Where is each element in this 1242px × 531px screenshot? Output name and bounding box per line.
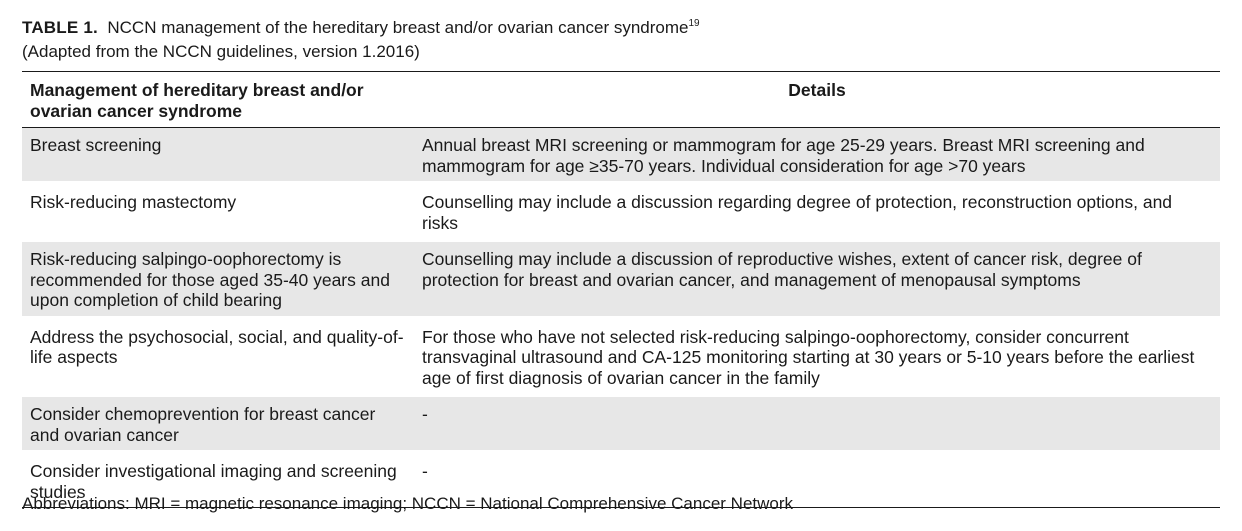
cell-details: - (414, 454, 1220, 507)
cell-management: Consider chemoprevention for breast canc… (22, 397, 414, 450)
table-row: Consider chemoprevention for breast canc… (22, 397, 1220, 450)
table-container: Management of hereditary breast and/or o… (22, 71, 1220, 508)
cell-details: Counselling may include a discussion of … (414, 242, 1220, 316)
cell-management: Address the psychosocial, social, and qu… (22, 319, 414, 393)
table-label: TABLE 1. (22, 18, 98, 37)
table-row: Risk-reducing salpingo-oophorectomy is r… (22, 242, 1220, 316)
cell-details: Counselling may include a discussion reg… (414, 185, 1220, 238)
reference-superscript: 19 (688, 18, 700, 29)
table-title-text: NCCN management of the hereditary breast… (107, 18, 689, 37)
table-header-row: Management of hereditary breast and/or o… (22, 72, 1220, 127)
cell-management: Consider investigational imaging and scr… (22, 454, 414, 507)
table-row: Breast screening Annual breast MRI scree… (22, 128, 1220, 181)
table-subtitle: (Adapted from the NCCN guidelines, versi… (22, 42, 420, 61)
table-top-rule (22, 71, 1220, 72)
header-details: Details (788, 80, 846, 100)
table-caption: TABLE 1. NCCN management of the heredita… (22, 12, 700, 64)
table-bottom-rule (22, 507, 1220, 508)
cell-details: Annual breast MRI screening or mammogram… (414, 128, 1220, 181)
table-title: TABLE 1. NCCN management of the heredita… (22, 12, 700, 40)
management-table-body: Breast screening Annual breast MRI scree… (22, 128, 1220, 507)
table-footnote: Abbreviations: MRI = magnetic resonance … (22, 494, 794, 513)
table-row: Address the psychosocial, social, and qu… (22, 319, 1220, 393)
table-row: Risk-reducing mastectomy Counselling may… (22, 185, 1220, 238)
cell-details: - (414, 397, 1220, 450)
cell-management: Breast screening (22, 128, 414, 181)
cell-management: Risk-reducing mastectomy (22, 185, 414, 238)
header-management: Management of hereditary breast and/or o… (30, 80, 364, 121)
table-header-rule (22, 127, 1220, 128)
cell-details: For those who have not selected risk-red… (414, 319, 1220, 393)
table-row: Consider investigational imaging and scr… (22, 454, 1220, 507)
cell-management: Risk-reducing salpingo-oophorectomy is r… (22, 242, 414, 316)
management-table: Management of hereditary breast and/or o… (22, 72, 1220, 127)
